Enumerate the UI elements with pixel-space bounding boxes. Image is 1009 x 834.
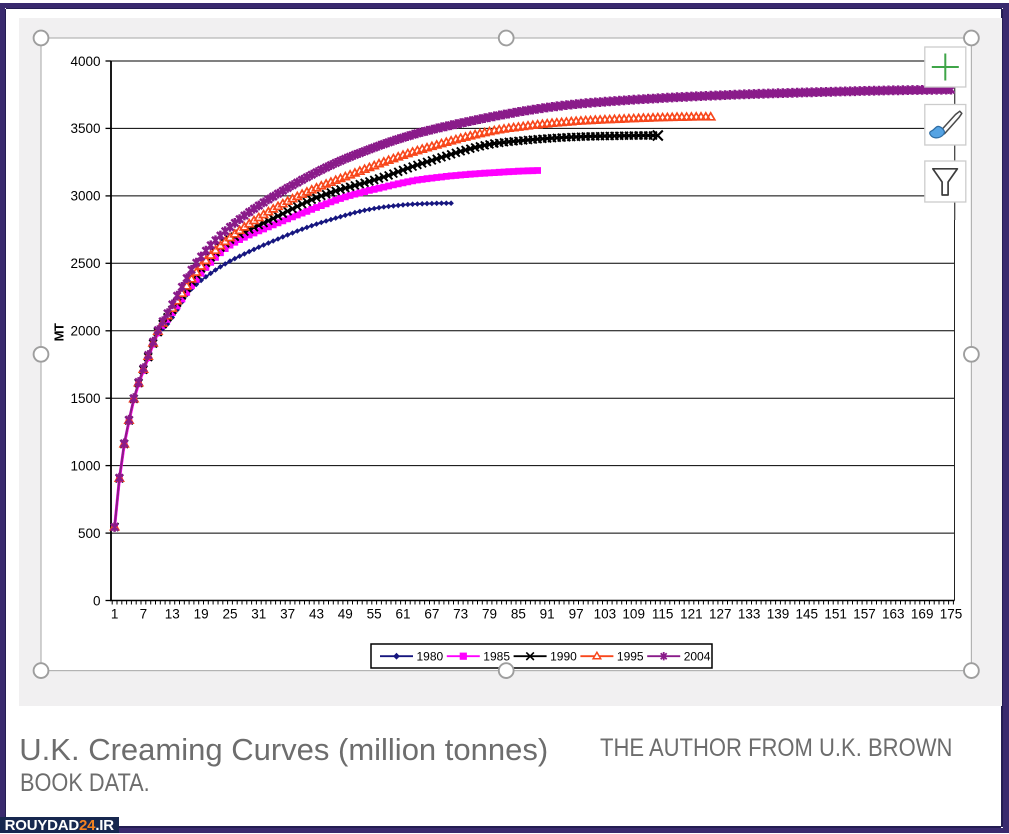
svg-text:1000: 1000	[70, 458, 100, 473]
svg-text:139: 139	[767, 607, 790, 622]
svg-text:55: 55	[367, 607, 382, 622]
svg-text:85: 85	[511, 607, 526, 622]
svg-text:MT: MT	[52, 323, 67, 341]
svg-text:1: 1	[111, 607, 119, 622]
svg-text:31: 31	[251, 607, 266, 622]
svg-text:1500: 1500	[70, 391, 100, 406]
svg-text:3500: 3500	[70, 121, 100, 136]
svg-text:97: 97	[569, 607, 584, 622]
svg-text:43: 43	[309, 607, 324, 622]
svg-text:13: 13	[165, 607, 180, 622]
svg-text:1985: 1985	[483, 650, 510, 664]
svg-text:2004: 2004	[684, 650, 711, 664]
svg-text:169: 169	[911, 607, 934, 622]
svg-text:25: 25	[222, 607, 237, 622]
svg-text:2500: 2500	[70, 256, 100, 271]
svg-text:1995: 1995	[617, 650, 644, 664]
svg-text:79: 79	[482, 607, 497, 622]
svg-text:3000: 3000	[70, 189, 100, 204]
svg-text:49: 49	[338, 607, 353, 622]
svg-text:19: 19	[194, 607, 209, 622]
svg-text:0: 0	[93, 593, 101, 608]
svg-text:2000: 2000	[70, 324, 100, 339]
svg-text:115: 115	[652, 607, 674, 622]
svg-text:121: 121	[680, 607, 703, 622]
svg-text:67: 67	[424, 607, 439, 622]
svg-text:109: 109	[622, 607, 645, 622]
svg-text:91: 91	[540, 607, 555, 622]
svg-text:175: 175	[940, 607, 963, 622]
svg-text:103: 103	[594, 607, 617, 622]
svg-text:133: 133	[738, 607, 761, 622]
svg-text:7: 7	[140, 607, 148, 622]
svg-text:37: 37	[280, 607, 295, 622]
svg-text:1980: 1980	[417, 650, 444, 664]
svg-text:500: 500	[78, 526, 101, 541]
svg-text:1990: 1990	[550, 650, 577, 664]
svg-text:73: 73	[453, 607, 468, 622]
svg-text:163: 163	[882, 607, 905, 622]
svg-text:151: 151	[824, 607, 847, 622]
svg-text:127: 127	[709, 607, 732, 622]
svg-text:61: 61	[395, 607, 410, 622]
svg-text:157: 157	[853, 607, 876, 622]
svg-text:4000: 4000	[70, 54, 100, 69]
svg-text:145: 145	[796, 607, 819, 622]
